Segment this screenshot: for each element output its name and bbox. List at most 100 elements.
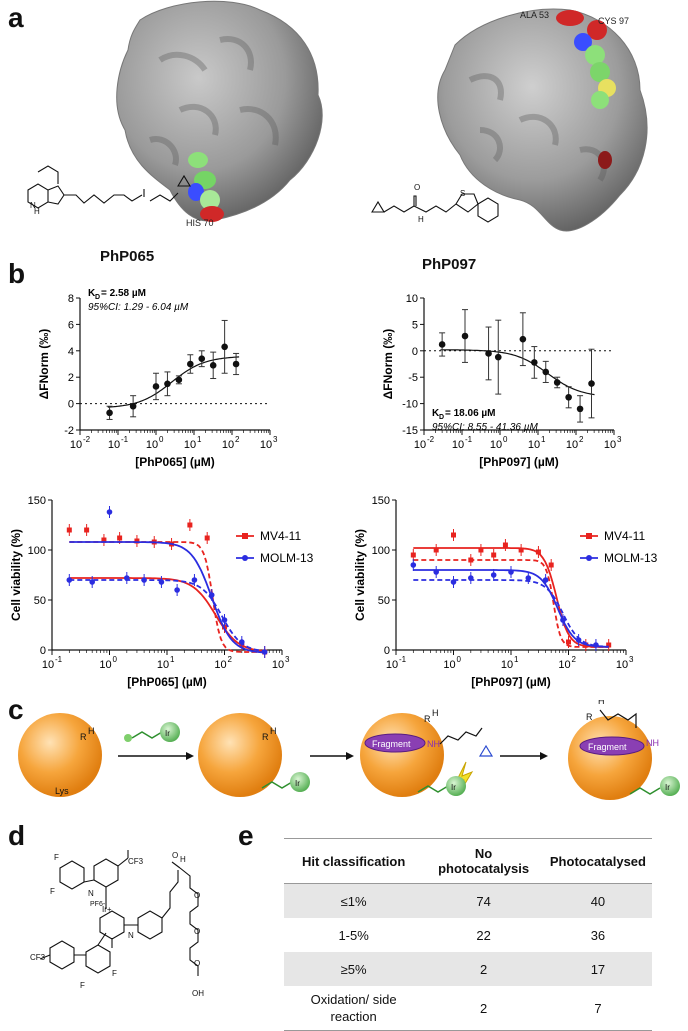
x-tick-exponent: 3 — [273, 435, 278, 444]
table-header: Photocatalysed — [543, 838, 652, 884]
table-cell: ≤1% — [284, 883, 424, 918]
data-point — [158, 579, 165, 585]
y-tick-label: 0 — [68, 399, 74, 411]
data-point — [566, 639, 571, 645]
ligand-atom-green — [188, 152, 208, 168]
x-tick-label: 10 — [604, 439, 616, 451]
svg-text:H: H — [270, 726, 277, 736]
x-tick-exponent: -2 — [83, 435, 91, 444]
data-point — [66, 527, 72, 533]
data-point — [451, 532, 456, 538]
x-tick-label: 10 — [566, 439, 578, 451]
fragment-badge-2 — [579, 736, 645, 756]
compound-name-php065: PhP065 — [100, 248, 155, 265]
x-tick-label: 10 — [616, 659, 628, 671]
data-point — [209, 362, 217, 369]
x-tick-label: 10 — [501, 659, 513, 671]
residue-label-cys97: CYS 97 — [598, 16, 629, 26]
svg-text:Ir: Ir — [451, 783, 456, 792]
svg-text:S: S — [460, 189, 465, 198]
x-axis-label: [PhP065] (µM) — [135, 455, 215, 469]
y-tick-label: -10 — [402, 399, 418, 411]
data-point — [89, 579, 95, 585]
svg-text:Fragment: Fragment — [372, 739, 411, 749]
y-tick-label: 8 — [68, 293, 74, 305]
php097-structure — [371, 193, 499, 223]
data-point — [518, 547, 524, 553]
svg-text:O: O — [194, 891, 200, 900]
residue-label-ala53: ALA 53 — [520, 10, 549, 20]
legend-label: MOLM-13 — [604, 551, 658, 565]
protein-surface-left — [116, 0, 323, 222]
data-point — [593, 642, 599, 648]
legend-label: MV4-11 — [604, 529, 645, 543]
data-point — [198, 355, 206, 363]
data-point — [208, 592, 215, 598]
fit-curve — [107, 356, 240, 408]
x-tick-exponent: 0 — [159, 435, 164, 444]
protein-sphere-2 — [198, 713, 282, 797]
svg-text:O: O — [172, 851, 178, 860]
svg-text:N: N — [128, 931, 134, 940]
svg-text:F: F — [80, 981, 85, 990]
data-point — [490, 572, 497, 578]
svg-text:CF3: CF3 — [30, 953, 46, 962]
data-point — [152, 383, 160, 390]
y-tick-label: 0 — [412, 346, 418, 358]
fit-curve-dashed — [413, 579, 609, 648]
table-cell: ≥5% — [284, 952, 424, 986]
svg-text:O: O — [194, 927, 200, 936]
svg-text:PF6-: PF6- — [90, 901, 106, 908]
legend-marker — [242, 533, 248, 539]
y-tick-label: 0 — [40, 645, 46, 657]
data-point — [141, 577, 147, 583]
data-point — [221, 343, 228, 351]
svg-text:Ir: Ir — [295, 779, 300, 788]
data-point — [124, 575, 130, 581]
panel-letter-a: a — [8, 2, 24, 33]
fit-curve-solid — [69, 541, 265, 654]
data-point — [468, 557, 474, 563]
data-point — [433, 569, 439, 575]
data-point — [187, 522, 193, 528]
lys-label: Lys — [55, 786, 69, 796]
x-tick-label: 10 — [414, 439, 426, 451]
x-tick-exponent: -1 — [465, 435, 473, 444]
x-tick-exponent: 0 — [457, 655, 462, 664]
svg-text:H: H — [432, 708, 439, 718]
svg-text:R: R — [424, 714, 431, 724]
y-axis-label: ΔFNorm (‰) — [381, 329, 395, 400]
panel-letter-c: c — [8, 694, 24, 725]
residue-cys97-patch — [587, 20, 607, 40]
table-cell: 74 — [423, 883, 544, 918]
kd-subscript: D — [95, 294, 100, 301]
x-tick-label: 10 — [452, 439, 464, 451]
x-tick-label: 10 — [184, 439, 196, 451]
data-point — [433, 547, 439, 553]
residue-ala53-patch — [556, 10, 584, 26]
kd-label: K — [432, 408, 440, 419]
x-tick-exponent: 2 — [228, 655, 233, 664]
table-cell: 2 — [423, 952, 544, 986]
arrow-1-icon — [186, 752, 194, 760]
table-row: ≥5% 2 17 — [284, 952, 652, 986]
data-point — [101, 537, 107, 543]
y-tick-label: 6 — [68, 319, 74, 331]
residue-label-his70: HIS 70 — [186, 218, 214, 228]
y-tick-label: 5 — [412, 319, 418, 331]
table-cell: 7 — [543, 986, 652, 1031]
x-tick-exponent: 1 — [197, 435, 202, 444]
y-axis-label: Cell viability (%) — [9, 529, 23, 621]
ci-text: 95%CI: 8.55 - 41.36 µM — [432, 422, 538, 433]
table-cell: Oxidation/ side reaction — [284, 986, 424, 1031]
kd-subscript: D — [439, 414, 444, 421]
legend-label: MOLM-13 — [260, 551, 314, 565]
y-axis-label: Cell viability (%) — [353, 529, 367, 621]
data-point — [187, 360, 194, 368]
table-header: Hit classification — [284, 838, 424, 884]
fit-curve — [440, 349, 595, 396]
svg-text:NH: NH — [646, 738, 659, 748]
x-tick-exponent: 3 — [617, 435, 622, 444]
